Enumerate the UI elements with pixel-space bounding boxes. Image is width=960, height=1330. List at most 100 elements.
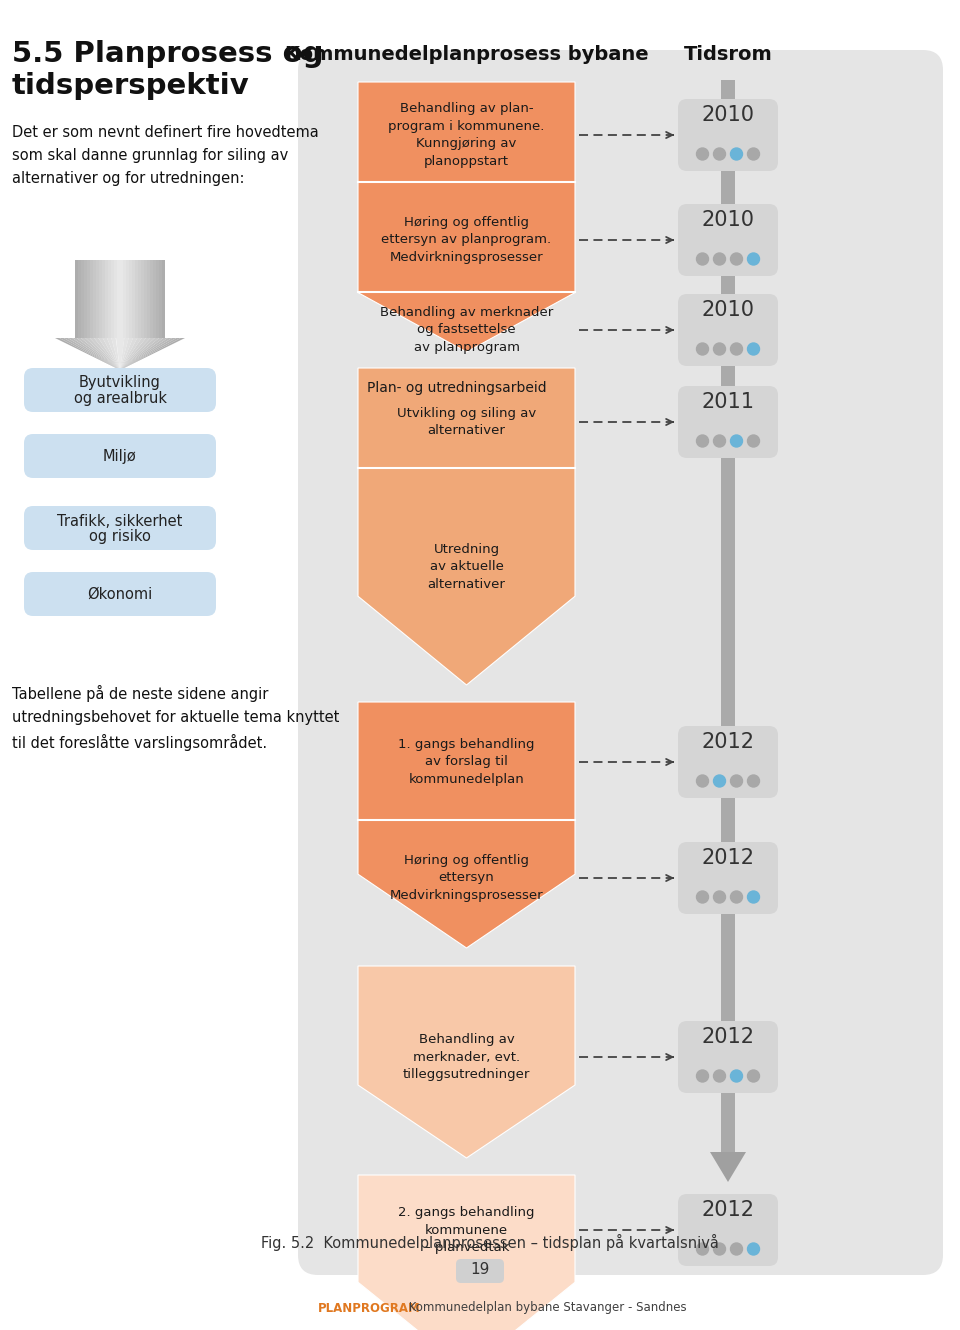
- Polygon shape: [120, 338, 159, 370]
- Bar: [102, 259, 105, 338]
- Polygon shape: [120, 338, 133, 370]
- Circle shape: [713, 148, 726, 160]
- Polygon shape: [120, 338, 137, 370]
- Polygon shape: [120, 338, 177, 370]
- Text: 5.5 Planprosess og: 5.5 Planprosess og: [12, 40, 324, 68]
- Bar: [114, 259, 117, 338]
- Polygon shape: [115, 338, 120, 370]
- Text: 2011: 2011: [702, 392, 755, 412]
- Polygon shape: [120, 338, 163, 370]
- Bar: [111, 259, 114, 338]
- Polygon shape: [120, 338, 168, 370]
- Text: 2010: 2010: [702, 301, 755, 321]
- Bar: [162, 259, 165, 338]
- Circle shape: [713, 1244, 726, 1256]
- Polygon shape: [120, 338, 146, 370]
- Bar: [117, 259, 120, 338]
- FancyBboxPatch shape: [678, 842, 778, 914]
- Circle shape: [713, 253, 726, 265]
- Text: Høring og offentlig
ettersyn
Medvirkningsprosesser: Høring og offentlig ettersyn Medvirkning…: [390, 854, 543, 902]
- Polygon shape: [710, 1152, 746, 1182]
- Bar: [87, 259, 90, 338]
- Polygon shape: [120, 338, 129, 370]
- Circle shape: [697, 343, 708, 355]
- Circle shape: [731, 1244, 742, 1256]
- Polygon shape: [120, 338, 155, 370]
- Text: PLANPROGRAM: PLANPROGRAM: [318, 1302, 420, 1314]
- Bar: [99, 259, 102, 338]
- Circle shape: [731, 435, 742, 447]
- Polygon shape: [358, 966, 575, 1158]
- Text: 2012: 2012: [702, 1200, 755, 1220]
- Circle shape: [748, 891, 759, 903]
- Bar: [120, 259, 123, 338]
- Circle shape: [697, 253, 708, 265]
- Text: 1. gangs behandling
av forslag til
kommunedelplan: 1. gangs behandling av forslag til kommu…: [398, 738, 535, 786]
- Text: Fig. 5.2  Kommunedelplanprosessen – tidsplan på kvartalsnivå: Fig. 5.2 Kommunedelplanprosessen – tidsp…: [261, 1233, 719, 1250]
- Text: 19: 19: [470, 1262, 490, 1278]
- Bar: [108, 259, 111, 338]
- Text: og arealbruk: og arealbruk: [74, 391, 166, 406]
- Circle shape: [748, 775, 759, 787]
- Circle shape: [731, 148, 742, 160]
- Circle shape: [731, 775, 742, 787]
- Bar: [144, 259, 147, 338]
- Text: 2010: 2010: [702, 210, 755, 230]
- FancyBboxPatch shape: [678, 386, 778, 458]
- Text: Høring og offentlig
ettersyn av planprogram.
Medvirkningsprosesser: Høring og offentlig ettersyn av planprog…: [381, 215, 552, 263]
- Circle shape: [697, 148, 708, 160]
- Polygon shape: [103, 338, 120, 370]
- Polygon shape: [55, 338, 120, 370]
- Text: Plan- og utredningsarbeid: Plan- og utredningsarbeid: [367, 380, 546, 395]
- Circle shape: [697, 891, 708, 903]
- Polygon shape: [358, 82, 575, 352]
- Bar: [721, 80, 735, 1154]
- FancyBboxPatch shape: [678, 294, 778, 366]
- Polygon shape: [358, 1174, 575, 1330]
- Bar: [126, 259, 129, 338]
- Text: Tidsrom: Tidsrom: [684, 45, 773, 64]
- Text: Utredning
av aktuelle
alternativer: Utredning av aktuelle alternativer: [427, 543, 505, 591]
- Text: Utvikling og siling av
alternativer: Utvikling og siling av alternativer: [396, 407, 536, 438]
- FancyBboxPatch shape: [24, 368, 216, 412]
- Circle shape: [713, 775, 726, 787]
- Text: 2010: 2010: [702, 105, 755, 125]
- Circle shape: [748, 1071, 759, 1083]
- Polygon shape: [72, 338, 120, 370]
- Circle shape: [748, 253, 759, 265]
- Circle shape: [713, 1071, 726, 1083]
- FancyBboxPatch shape: [24, 505, 216, 551]
- Bar: [138, 259, 141, 338]
- Text: tidsperspektiv: tidsperspektiv: [12, 72, 250, 100]
- Text: 2012: 2012: [702, 1027, 755, 1047]
- Text: Behandling av merknader
og fastsettelse
av planprogram: Behandling av merknader og fastsettelse …: [380, 306, 553, 354]
- Polygon shape: [77, 338, 120, 370]
- Text: Behandling av
merknader, evt.
tilleggsutredninger: Behandling av merknader, evt. tilleggsut…: [403, 1033, 530, 1081]
- Bar: [135, 259, 138, 338]
- Polygon shape: [120, 338, 151, 370]
- Polygon shape: [81, 338, 120, 370]
- FancyBboxPatch shape: [678, 203, 778, 277]
- Bar: [129, 259, 132, 338]
- Bar: [78, 259, 81, 338]
- Circle shape: [748, 1244, 759, 1256]
- Text: 2. gangs behandling
kommunene
– planvedtak: 2. gangs behandling kommunene – planvedt…: [398, 1206, 535, 1254]
- Circle shape: [748, 343, 759, 355]
- Polygon shape: [85, 338, 120, 370]
- Polygon shape: [107, 338, 120, 370]
- Text: Kommunedelplanprosess bybane: Kommunedelplanprosess bybane: [285, 45, 649, 64]
- Polygon shape: [120, 338, 142, 370]
- Bar: [96, 259, 99, 338]
- Bar: [147, 259, 150, 338]
- Polygon shape: [89, 338, 120, 370]
- Polygon shape: [63, 338, 120, 370]
- Bar: [123, 259, 126, 338]
- FancyBboxPatch shape: [678, 726, 778, 798]
- Text: Det er som nevnt definert fire hovedtema
som skal danne grunnlag for siling av
a: Det er som nevnt definert fire hovedtema…: [12, 125, 319, 186]
- Circle shape: [713, 435, 726, 447]
- Circle shape: [713, 891, 726, 903]
- FancyBboxPatch shape: [678, 98, 778, 172]
- Polygon shape: [120, 338, 180, 370]
- Circle shape: [697, 435, 708, 447]
- Text: Kommunedelplan bybane Stavanger - Sandnes: Kommunedelplan bybane Stavanger - Sandne…: [405, 1302, 686, 1314]
